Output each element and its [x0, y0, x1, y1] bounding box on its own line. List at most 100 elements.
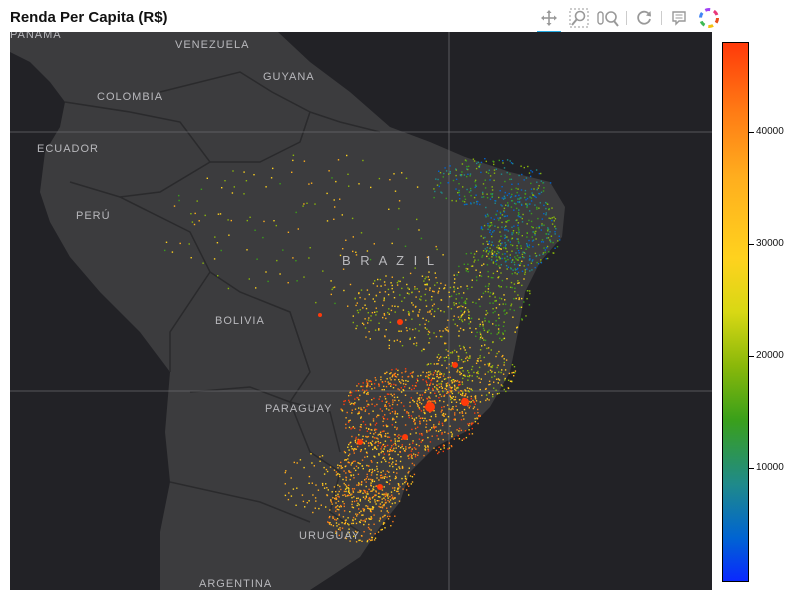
map-canvas[interactable]: PANAMA VENEZUELA GUYANA COLOMBIA ECUADOR… — [10, 32, 712, 590]
income-point — [198, 220, 200, 222]
income-point — [434, 370, 437, 372]
income-point — [461, 394, 463, 397]
income-point — [554, 247, 556, 249]
income-point — [366, 493, 368, 495]
income-point — [464, 349, 466, 351]
income-point — [487, 291, 489, 293]
reset-tool[interactable] — [631, 6, 657, 30]
income-point — [349, 392, 351, 394]
income-point — [328, 170, 330, 172]
income-point — [351, 435, 353, 438]
income-point — [390, 282, 392, 284]
income-point — [407, 376, 409, 378]
income-point — [359, 500, 361, 502]
income-point — [374, 495, 376, 497]
income-point — [460, 390, 462, 392]
income-point — [447, 354, 449, 356]
income-point — [505, 390, 507, 393]
income-point — [474, 421, 477, 423]
income-point — [462, 329, 465, 331]
income-point — [433, 315, 435, 318]
wheel-zoom-tool[interactable] — [596, 6, 622, 30]
income-point — [379, 474, 382, 477]
income-point — [454, 419, 456, 421]
income-point — [383, 389, 385, 391]
income-point — [503, 364, 505, 366]
income-point — [399, 451, 401, 453]
hover-tool[interactable] — [666, 6, 692, 30]
income-point — [398, 437, 400, 439]
income-point — [429, 441, 432, 443]
income-point — [370, 319, 372, 322]
income-point — [427, 388, 430, 390]
income-point — [504, 253, 506, 255]
income-point — [357, 438, 359, 441]
income-point — [426, 397, 428, 400]
income-point — [450, 398, 452, 401]
income-point — [496, 259, 498, 261]
income-point — [444, 328, 447, 330]
bokeh-logo-link[interactable] — [696, 6, 722, 30]
income-point — [376, 468, 378, 470]
income-point — [460, 175, 462, 177]
income-point — [335, 498, 338, 500]
income-point — [479, 355, 481, 357]
income-point — [427, 376, 429, 378]
income-point — [505, 259, 507, 262]
income-point — [459, 174, 462, 176]
income-point — [456, 274, 458, 276]
income-point — [441, 335, 443, 338]
income-point — [408, 443, 411, 446]
income-point — [356, 504, 358, 507]
income-point — [341, 410, 344, 412]
income-point — [395, 384, 397, 386]
income-point — [517, 280, 519, 282]
income-point — [342, 268, 345, 270]
income-point — [477, 408, 479, 411]
box-zoom-tool[interactable] — [566, 6, 592, 30]
income-point — [393, 374, 396, 377]
income-point — [370, 518, 372, 520]
income-point — [384, 476, 386, 478]
income-point — [489, 198, 492, 200]
income-point — [482, 183, 485, 185]
income-point — [468, 311, 470, 313]
income-point — [360, 535, 363, 537]
income-point — [392, 387, 395, 389]
income-point — [439, 429, 442, 431]
income-point — [427, 445, 429, 447]
income-point — [414, 336, 416, 339]
income-point — [558, 235, 560, 237]
income-point — [245, 180, 248, 182]
income-point — [386, 400, 388, 403]
income-point — [345, 476, 347, 478]
income-point — [415, 448, 417, 450]
income-point — [435, 426, 437, 428]
income-point — [442, 176, 444, 178]
income-point — [450, 445, 453, 447]
income-point — [469, 187, 472, 190]
income-point — [428, 387, 430, 389]
income-point — [494, 296, 496, 298]
income-point — [469, 422, 471, 425]
income-point — [526, 244, 528, 246]
income-point — [355, 438, 357, 440]
income-point — [491, 241, 493, 243]
income-point — [507, 266, 510, 268]
income-point — [501, 226, 503, 228]
income-point — [488, 380, 491, 382]
income-point — [507, 258, 509, 261]
income-point — [510, 380, 512, 382]
income-point — [436, 248, 438, 251]
income-point — [500, 286, 502, 288]
income-point — [369, 424, 372, 426]
income-point — [193, 223, 196, 226]
income-point — [490, 222, 493, 224]
income-point — [499, 211, 502, 214]
income-point — [481, 394, 483, 397]
pan-tool[interactable] — [536, 6, 562, 33]
income-point — [322, 270, 324, 272]
income-point — [356, 302, 358, 304]
income-point — [538, 207, 540, 209]
income-point — [416, 402, 418, 405]
